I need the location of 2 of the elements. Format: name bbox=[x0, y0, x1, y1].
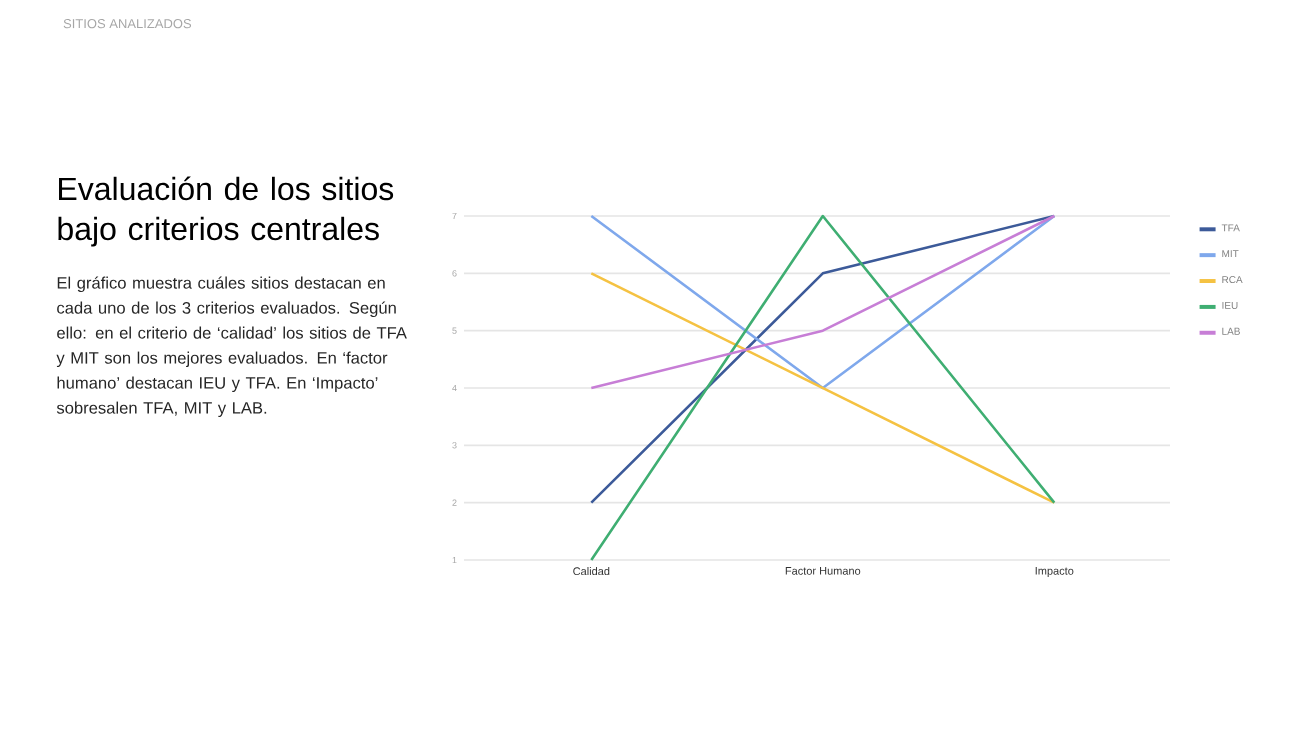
chart-title: Evaluación de los sitios bajo criterios centrales bbox=[58, 176, 394, 247]
text: El gráfico muestra cuáles sitios destacan en cada uno de los 3 criterios evaluados. Según ello: en el criterio de ‘calidad’ los sitios de TFA y MIT son los mejores evaluados. En ‘factor humano’ destacan IEU y TFA. En ‘Impacto’ sobresalen TFA, MIT y LAB. bbox=[56, 276, 407, 418]
